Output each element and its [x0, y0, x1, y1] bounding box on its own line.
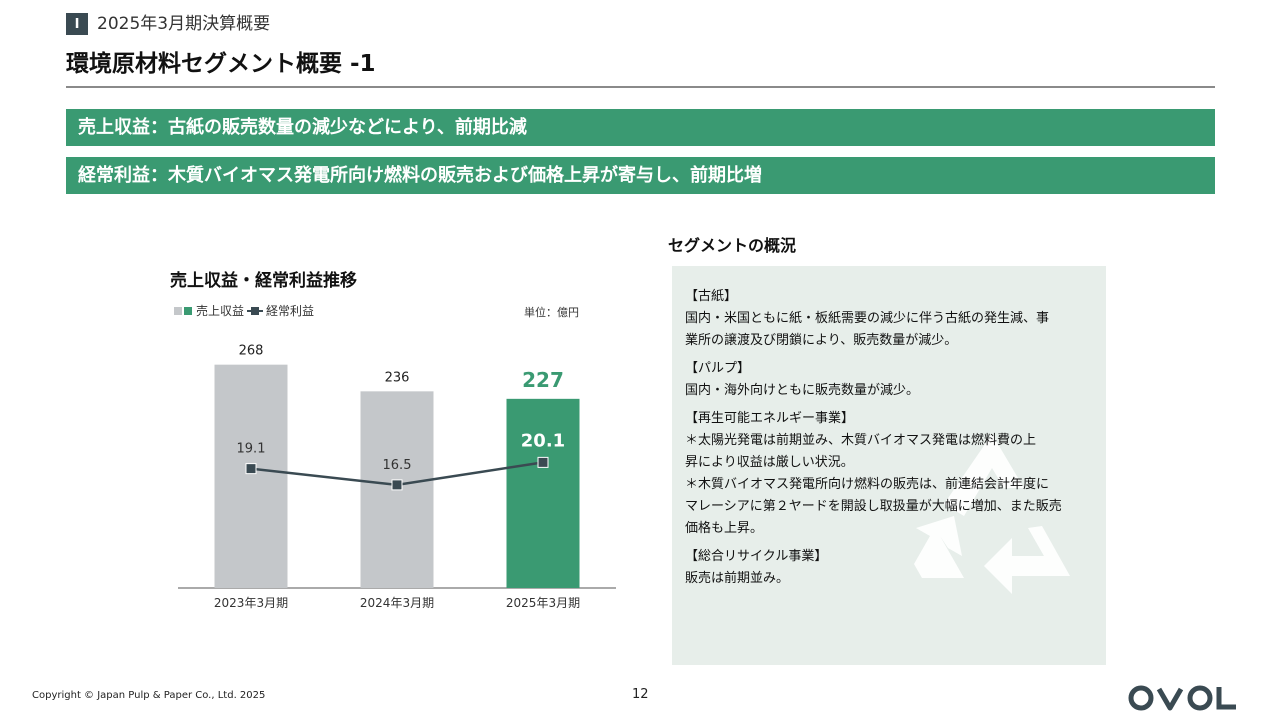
- bar-value-label: 268: [239, 344, 264, 359]
- section-line: ＊木質バイオマス発電所向け燃料の販売は、前連結会計年度に: [685, 477, 1050, 492]
- footer-copyright: Copyright © Japan Pulp & Paper Co., Ltd.…: [32, 690, 266, 701]
- overview-panel: 【古紙】 国内・米国ともに紙・板紙需要の減少に伴う古紙の発生減、事 業所の譲渡及…: [672, 266, 1106, 665]
- legend-line-profit-icon: [247, 306, 264, 315]
- legend-label-profit: 経常利益: [266, 304, 315, 318]
- x-tick-label: 2025年3月期: [506, 596, 580, 610]
- section-line: マレーシアに第２ヤードを開設し取扱量が大幅に増加、また販売: [685, 499, 1062, 514]
- overview-section-recycling: 【総合リサイクル事業】 販売は前期並み。: [685, 546, 1100, 590]
- section-line: 価格も上昇。: [685, 521, 764, 536]
- chart-svg: 268 2023年3月期 236 2024年3月期 227 2025年3月期 19.1 16.…: [178, 344, 616, 610]
- chart-title: 売上収益・経常利益推移: [170, 271, 357, 291]
- overview-text: 【古紙】 国内・米国ともに紙・板紙需要の減少に伴う古紙の発生減、事 業所の譲渡及…: [685, 286, 1100, 596]
- section-title: 2025年3月期決算概要: [97, 14, 271, 34]
- section-heading: 【古紙】: [685, 289, 738, 304]
- overview-section-pulp: 【パルプ】 国内・海外向けともに販売数量が減少。: [685, 358, 1100, 402]
- legend-swatch-revenue-green: [184, 306, 192, 315]
- chart-unit: 単位：億円: [524, 306, 579, 319]
- point-ordinary-profit: [245, 463, 257, 475]
- section-heading: 【再生可能エネルギー事業】: [685, 411, 855, 426]
- section-heading: 【パルプ】: [685, 361, 751, 376]
- line-value-label: 16.5: [383, 458, 412, 473]
- section-line: ＊太陽光発電は前期並み、木質バイオマス発電は燃料費の上: [685, 433, 1037, 448]
- overview-section-renewable-energy: 【再生可能エネルギー事業】 ＊太陽光発電は前期並み、木質バイオマス発電は燃料費の…: [685, 408, 1100, 540]
- bar-revenue: [214, 364, 288, 588]
- point-ordinary-profit: [391, 479, 403, 491]
- legend-swatch-revenue-gray: [174, 306, 182, 315]
- banner-ordinary-profit: 経常利益：木質バイオマス発電所向け燃料の販売および価格上昇が寄与し、前期比増: [66, 157, 1215, 194]
- section-number-badge: Ⅰ: [66, 13, 88, 35]
- recycle-icon: [914, 434, 1070, 594]
- bar-revenue: [506, 398, 580, 588]
- title-divider: [66, 86, 1215, 88]
- line-value-label: 19.1: [237, 442, 266, 457]
- page-title: 環境原材料セグメント概要 -1: [66, 51, 376, 77]
- line-value-label: 20.1: [521, 430, 565, 451]
- bar-value-label: 227: [522, 368, 564, 392]
- overview-title: セグメントの概況: [668, 236, 797, 255]
- bar-value-label: 236: [385, 370, 410, 385]
- x-tick-label: 2024年3月期: [360, 596, 434, 610]
- x-tick-label: 2023年3月期: [214, 596, 288, 610]
- banner-revenue: 売上収益：古紙の販売数量の減少などにより、前期比減: [66, 109, 1215, 146]
- page-number: 12: [632, 687, 649, 702]
- section-heading: 【総合リサイクル事業】: [685, 549, 828, 564]
- chart-legend: 売上収益 経常利益: [174, 302, 314, 319]
- section-line: 国内・米国ともに紙・板紙需要の減少に伴う古紙の発生減、事: [685, 311, 1050, 326]
- section-line: 昇により収益は厳しい状況。: [685, 455, 854, 470]
- ovol-logo: [1128, 685, 1236, 711]
- legend-label-revenue: 売上収益: [196, 304, 245, 318]
- point-ordinary-profit: [537, 456, 549, 468]
- section-line: 販売は前期並み。: [685, 571, 790, 586]
- section-line: 国内・海外向けともに販売数量が減少。: [685, 383, 920, 398]
- section-line: 業所の譲渡及び閉鎖により、販売数量が減少。: [685, 333, 958, 348]
- overview-section-wastepaper: 【古紙】 国内・米国ともに紙・板紙需要の減少に伴う古紙の発生減、事 業所の譲渡及…: [685, 286, 1100, 352]
